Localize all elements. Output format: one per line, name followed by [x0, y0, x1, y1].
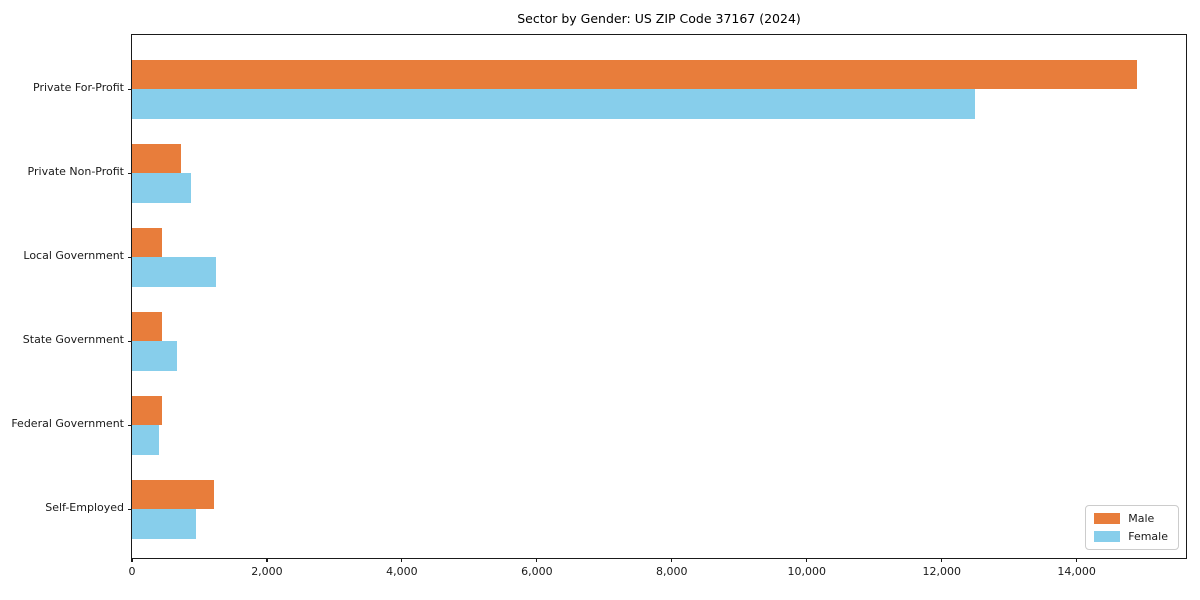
xtick-mark-2000 — [266, 558, 268, 562]
xtick-mark-8000 — [671, 558, 673, 562]
ytick-mark-self-employed — [128, 508, 132, 511]
bar-male-local-government — [132, 228, 163, 258]
xtick-label-6000: 6,000 — [521, 565, 553, 578]
chart-title: Sector by Gender: US ZIP Code 37167 (202… — [517, 11, 801, 26]
ytick-label-local-government: Local Government — [23, 249, 124, 263]
xtick-mark-4000 — [401, 558, 403, 562]
ytick-mark-local-government — [128, 256, 132, 259]
bar-male-federal-government — [132, 396, 162, 426]
ytick-mark-private-non-profit — [128, 172, 132, 175]
bar-female-federal-government — [132, 425, 159, 455]
bar-male-state-government — [132, 312, 162, 342]
legend: Male Female — [1085, 505, 1179, 550]
xtick-mark-14000 — [1076, 558, 1078, 562]
xtick-mark-10000 — [806, 558, 808, 562]
legend-item-male: Male — [1094, 512, 1168, 525]
bar-male-private-non-profit — [132, 144, 182, 174]
xtick-mark-6000 — [536, 558, 538, 562]
male-swatch-icon — [1094, 513, 1121, 524]
ytick-label-self-employed: Self-Employed — [45, 501, 124, 515]
bar-female-state-government — [132, 341, 178, 371]
plot-area: 0 2,000 4,000 6,000 8,000 10,000 12,000 14,000 … — [128, 34, 1187, 578]
bar-male-private-for-profit — [132, 60, 1138, 90]
ytick-mark-federal-government — [128, 424, 132, 427]
legend-label-male: Male — [1128, 512, 1155, 525]
xtick-label-14000: 14,000 — [1057, 565, 1096, 578]
ytick-label-private-for-profit: Private For-Profit — [33, 81, 124, 95]
female-swatch-icon — [1094, 531, 1121, 542]
bar-female-self-employed — [132, 509, 197, 539]
xtick-label-10000: 10,000 — [787, 565, 827, 578]
ytick-label-private-non-profit: Private Non-Profit — [27, 165, 124, 179]
bar-female-private-non-profit — [132, 173, 192, 203]
bar-female-private-for-profit — [132, 89, 976, 119]
xtick-mark-0 — [131, 558, 133, 562]
ytick-mark-private-for-profit — [128, 88, 132, 91]
xtick-mark-12000 — [941, 558, 943, 562]
xtick-label-8000: 8,000 — [656, 565, 688, 578]
xtick-label-2000: 2,000 — [251, 565, 283, 578]
bar-female-local-government — [132, 257, 217, 287]
xtick-label-0: 0 — [128, 565, 136, 578]
xtick-label-12000: 12,000 — [922, 565, 961, 578]
legend-item-female: Female — [1094, 530, 1168, 543]
ytick-label-state-government: State Government — [22, 333, 124, 347]
bar-male-self-employed — [132, 480, 214, 510]
ytick-mark-state-government — [128, 340, 132, 343]
ytick-label-federal-government: Federal Government — [11, 417, 124, 431]
legend-label-female: Female — [1128, 530, 1168, 543]
xtick-label-4000: 4,000 — [386, 565, 418, 578]
